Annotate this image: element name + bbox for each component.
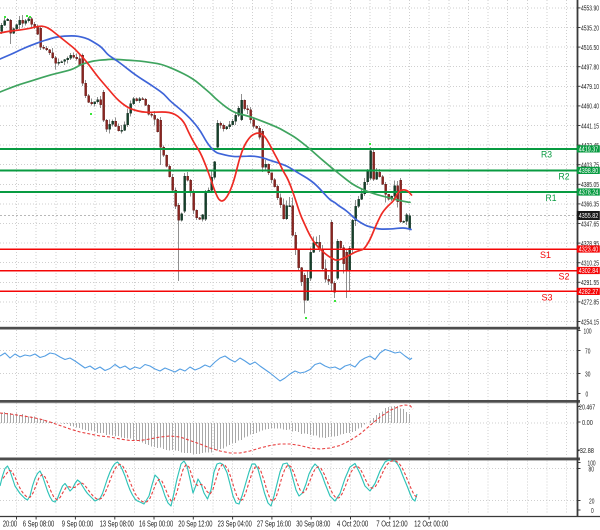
svg-text:27 Sep 16:00: 27 Sep 16:00 [257,520,292,529]
svg-text:4535.20: 4535.20 [581,23,599,32]
svg-text:20: 20 [589,496,594,505]
svg-text:4355.82: 4355.82 [579,213,599,220]
svg-text:4497.80: 4497.80 [581,63,599,72]
svg-text:4302.84: 4302.84 [579,268,599,275]
svg-text:12 Oct 00:00: 12 Oct 00:00 [414,520,449,529]
svg-text:16 Sep 00:00: 16 Sep 00:00 [139,520,174,529]
svg-text:4553.90: 4553.90 [581,4,599,13]
svg-text:4366.35: 4366.35 [581,200,599,209]
svg-text:4254.15: 4254.15 [581,317,599,326]
svg-text:0: 0 [586,389,589,398]
svg-text:R3: R3 [541,150,552,161]
svg-text:4385.05: 4385.05 [581,180,599,189]
svg-text:4460.40: 4460.40 [581,102,599,111]
svg-text:6 Sep 08:00: 6 Sep 08:00 [23,520,55,529]
svg-text:13 Sep 08:00: 13 Sep 08:00 [100,520,135,529]
svg-text:4398.80: 4398.80 [579,168,599,175]
svg-text:4419.37: 4419.37 [579,147,599,154]
svg-text:20 Sep 12:00: 20 Sep 12:00 [178,520,213,529]
svg-text:4378.24: 4378.24 [579,190,599,197]
svg-text:4441.15: 4441.15 [581,121,599,130]
svg-text:4291.55: 4291.55 [581,278,599,287]
svg-text:-32.88: -32.88 [578,446,594,455]
svg-text:9 Sep 00:00: 9 Sep 00:00 [62,520,94,529]
svg-text:4479.10: 4479.10 [581,82,599,91]
svg-text:4272.85: 4272.85 [581,298,599,307]
svg-text:4403.75: 4403.75 [581,161,599,170]
svg-text:100: 100 [584,326,592,335]
svg-text:100: 100 [588,458,596,467]
svg-text:S2: S2 [559,271,570,282]
svg-text:S1: S1 [540,250,551,261]
svg-text:4328.95: 4328.95 [581,239,599,248]
svg-text:20.467: 20.467 [579,402,595,411]
svg-text:23 Sep 04:00: 23 Sep 04:00 [218,520,253,529]
svg-text:0: 0 [591,506,594,515]
svg-text:R2: R2 [559,171,570,182]
svg-text:30 Sep 08:00: 30 Sep 08:00 [296,520,331,529]
svg-text:4282.27: 4282.27 [579,289,599,296]
svg-text:70: 70 [585,346,590,355]
svg-text:0.00: 0.00 [582,418,593,427]
svg-text:30: 30 [585,369,590,378]
svg-text:4 Oct 20:00: 4 Oct 20:00 [337,520,369,529]
svg-text:7 Oct 12:00: 7 Oct 12:00 [376,520,408,529]
svg-text:80: 80 [589,464,594,473]
svg-text:S3: S3 [542,293,553,304]
svg-text:4347.65: 4347.65 [581,219,599,228]
svg-text:R1: R1 [546,193,557,204]
svg-text:4310.25: 4310.25 [581,259,599,268]
svg-text:20:00: 20:00 [3,520,18,529]
svg-text:4516.50: 4516.50 [581,43,599,52]
svg-text:4323.40: 4323.40 [579,247,599,254]
